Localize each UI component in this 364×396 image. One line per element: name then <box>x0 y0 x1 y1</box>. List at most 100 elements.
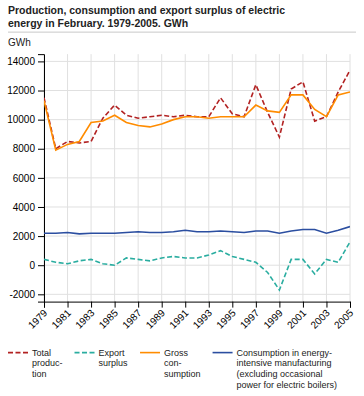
x-tick-label: 2005 <box>332 307 356 331</box>
y-tick-label: 0 <box>29 260 35 271</box>
x-tick-mark <box>256 302 257 308</box>
x-tick-label: 2003 <box>308 307 332 331</box>
grid-line-y <box>44 148 350 149</box>
chart: Production, consumption and export surpl… <box>0 0 364 396</box>
x-tick-label: 1995 <box>214 307 238 331</box>
y-tick-mark <box>38 120 44 121</box>
series-line <box>44 92 350 150</box>
grid-line-y <box>44 265 350 266</box>
legend-label-line: power for electric boilers) <box>237 380 338 390</box>
x-tick-label: 1981 <box>49 307 73 331</box>
legend-label-line: produc- <box>32 358 63 368</box>
grid-line-y <box>44 294 350 295</box>
x-tick: 1979 <box>26 302 50 331</box>
x-tick: 1983 <box>73 302 97 331</box>
x-axis-line <box>45 302 351 308</box>
legend-label-line: surplus <box>99 358 129 368</box>
legend-label-line: intensive manufacturing <box>237 358 332 368</box>
x-tick: 1995 <box>214 302 238 331</box>
x-tick-label: 1993 <box>191 307 215 331</box>
y-tick: -2000 <box>9 289 44 300</box>
x-tick: 1989 <box>144 302 168 331</box>
y-tick-mark <box>38 149 44 150</box>
y-tick-label: 6000 <box>13 173 36 184</box>
plot-area <box>44 70 350 290</box>
x-tick-mark <box>209 302 210 308</box>
legend-item: Grosscon-sumption <box>140 348 201 380</box>
y-tick: 8000 <box>13 143 44 154</box>
grid-line-y <box>44 90 350 91</box>
legend-item: Exportsurplus <box>75 348 129 369</box>
x-tick-mark <box>326 302 327 308</box>
x-tick-label: 1989 <box>144 307 168 331</box>
x-axis: 1979198119831985198719891991199319951997… <box>26 302 356 331</box>
x-tick-mark <box>185 302 186 308</box>
y-tick-label: 14000 <box>7 56 35 67</box>
series-line <box>44 70 350 149</box>
grid-line-y <box>44 61 350 62</box>
y-tick: 10000 <box>7 114 44 125</box>
legend-label-line: Export <box>99 348 126 358</box>
legend-label-line: Total <box>32 348 51 358</box>
legend-label-line: tion <box>32 369 47 379</box>
y-tick: 4000 <box>13 202 44 213</box>
legend-swatch <box>140 352 160 354</box>
legend-item: Totalproduc-tion <box>8 348 63 380</box>
y-axis: -2000 0 2000 4000 6000 8000 10000 12000 14000 <box>7 55 44 302</box>
legend: Totalproduc-tion Exportsurplus Grosscon-su… <box>8 348 337 390</box>
x-tick-mark <box>68 302 69 308</box>
legend-label-line: Consumption in energy- <box>237 348 333 358</box>
legend-swatch <box>75 352 95 354</box>
grid-line-y <box>44 206 350 207</box>
x-tick-mark <box>232 302 233 308</box>
legend-label-line: (excluding occasional <box>237 369 323 379</box>
x-tick-mark <box>162 302 163 308</box>
y-tick-label: 4000 <box>13 202 36 213</box>
y-tick-mark <box>38 294 44 295</box>
title: Production, consumption and export surpl… <box>8 4 285 29</box>
y-tick-mark <box>38 61 44 62</box>
x-tick-mark <box>115 302 116 308</box>
legend-swatch <box>8 352 28 354</box>
title-line: energy in February. 1979-2005. GWh <box>8 17 188 29</box>
x-tick-label: 1985 <box>97 307 121 331</box>
separator <box>8 32 356 33</box>
x-tick: 2001 <box>285 302 309 331</box>
x-tick: 1999 <box>261 302 285 331</box>
y-tick: 14000 <box>7 56 44 67</box>
y-tick-mark <box>38 207 44 208</box>
y-tick-label: 12000 <box>7 85 35 96</box>
legend-label-line: Gross <box>164 348 189 358</box>
legend-label: Consumption in energy-intensive manufact… <box>237 348 338 390</box>
y-tick-label: 8000 <box>13 143 36 154</box>
grid-line-y <box>44 119 350 120</box>
y-axis-label: GWh <box>8 37 31 48</box>
x-tick-label: 1997 <box>238 307 262 331</box>
x-tick-mark <box>303 302 304 308</box>
x-tick: 1987 <box>120 302 144 331</box>
x-tick-label: 1983 <box>73 307 97 331</box>
x-tick: 2003 <box>308 302 332 331</box>
legend-item: Consumption in energy-intensive manufact… <box>213 348 338 390</box>
y-axis-line <box>38 55 45 302</box>
legend-label: Totalproduc-tion <box>32 348 63 380</box>
x-tick: 1985 <box>97 302 121 331</box>
y-tick-mark <box>38 236 44 237</box>
legend-label: Grosscon-sumption <box>164 348 201 380</box>
x-tick-label: 1979 <box>26 307 50 331</box>
y-tick-label: 2000 <box>13 231 36 242</box>
x-tick-label: 2001 <box>285 307 309 331</box>
y-tick: 0 <box>29 260 44 271</box>
grid <box>44 54 350 301</box>
y-tick-mark <box>38 178 44 179</box>
x-tick-mark <box>279 302 280 308</box>
y-tick: 12000 <box>7 85 44 96</box>
series-line <box>44 227 350 234</box>
x-tick: 1991 <box>167 302 191 331</box>
x-tick: 1981 <box>49 302 73 331</box>
x-tick: 1997 <box>238 302 262 331</box>
x-tick-mark <box>138 302 139 308</box>
x-tick-label: 1991 <box>167 307 191 331</box>
x-tick-label: 1999 <box>261 307 285 331</box>
x-tick: 1993 <box>191 302 215 331</box>
